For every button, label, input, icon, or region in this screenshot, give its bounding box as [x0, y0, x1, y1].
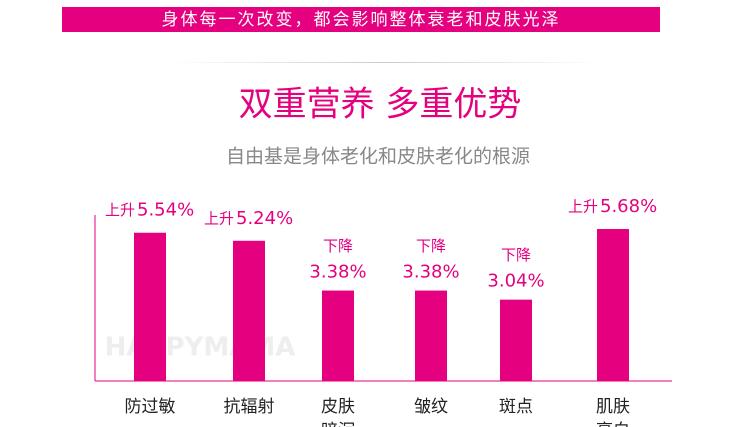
- bar: [500, 299, 532, 381]
- banner-text: 身体每一次改变，都会影响整体衰老和皮肤光泽: [162, 10, 561, 30]
- value-label: 3.04%: [487, 271, 544, 292]
- bar: [597, 229, 629, 381]
- value-label: 5.68%: [600, 196, 657, 217]
- change-label: 上升: [105, 201, 135, 219]
- bar: [134, 232, 166, 381]
- change-label: 上升: [204, 209, 234, 227]
- x-tick-label: 肌肤亮白: [596, 397, 630, 427]
- watermark: HAPPYMAMA: [105, 333, 296, 363]
- value-label: 3.38%: [402, 262, 459, 283]
- bar: [415, 290, 447, 381]
- value-label: 3.38%: [309, 262, 366, 283]
- divider: [170, 62, 600, 63]
- change-label: 上升: [568, 198, 598, 216]
- change-label: 下降: [323, 237, 353, 255]
- x-tick-label: 皱纹: [414, 397, 448, 417]
- x-tick-label: 抗辐射: [224, 397, 275, 417]
- x-tick-label: 防过敏: [125, 397, 176, 417]
- chart-title: 双重营养 多重优势: [239, 85, 522, 125]
- x-tick-label: 皮肤暗沉: [321, 397, 355, 427]
- banner-bg: [62, 7, 660, 32]
- bar: [233, 240, 265, 381]
- value-label: 5.24%: [236, 208, 293, 229]
- x-tick-label: 斑点: [499, 397, 533, 417]
- bar: [322, 290, 354, 381]
- change-label: 下降: [416, 237, 446, 255]
- chart-subtitle: 自由基是身体老化和皮肤老化的根源: [226, 146, 530, 168]
- change-label: 下降: [501, 246, 531, 264]
- value-label: 5.54%: [137, 200, 194, 221]
